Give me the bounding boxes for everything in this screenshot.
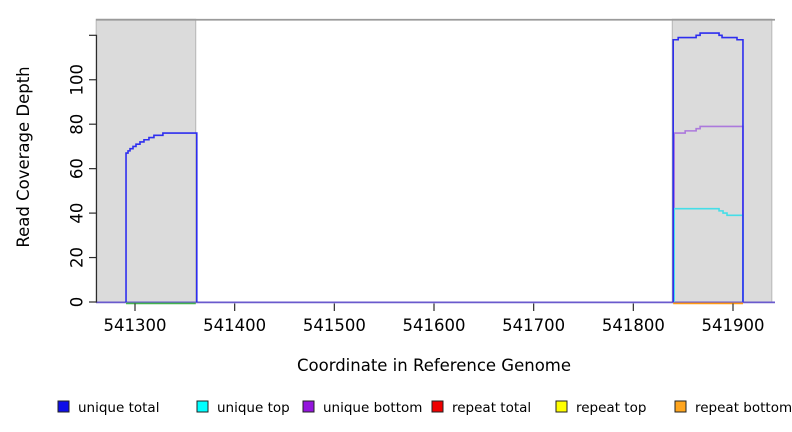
x-tick-label: 541800: [602, 316, 665, 335]
legend-swatch: [57, 400, 70, 413]
x-tick-label: 541900: [702, 316, 765, 335]
legend-label: repeat total: [452, 400, 531, 416]
y-tick-label: 0: [68, 297, 87, 308]
left-highlight-region: [95, 18, 197, 303]
series-unique-top: [673, 207, 744, 302]
x-tick-label: 541500: [303, 316, 366, 335]
legend-label: repeat top: [576, 400, 646, 416]
legend-label: unique top: [217, 400, 290, 416]
legend-swatch: [555, 400, 568, 413]
y-tick-label: 100: [68, 64, 87, 96]
y-axis-title: Read Coverage Depth: [14, 66, 33, 247]
legend-swatch: [431, 400, 444, 413]
legend-item-repeat-top: repeat top: [555, 400, 646, 416]
legend-item-repeat-bottom: repeat bottom: [674, 400, 792, 416]
legend-item-unique-top: unique top: [196, 400, 290, 416]
axes: 0 20 40 60 80 100 541300 541400 541500 541600 5417…: [68, 34, 765, 335]
series-unique-bottom: [673, 125, 744, 302]
x-axis-title: Coordinate in Reference Genome: [297, 356, 571, 375]
y-tick-label: 60: [68, 158, 87, 179]
x-tick-label: 541700: [502, 316, 565, 335]
legend-label: unique bottom: [323, 400, 422, 416]
chart-legend: unique total unique top unique bottom repea…: [57, 400, 792, 416]
legend-label: repeat bottom: [695, 400, 792, 416]
y-tick-label: 20: [68, 247, 87, 268]
legend-item-unique-bottom: unique bottom: [302, 400, 422, 416]
legend-item-repeat-total: repeat total: [431, 400, 531, 416]
y-tick-label: 40: [68, 203, 87, 224]
x-tick-label: 541400: [203, 316, 266, 335]
legend-swatch: [196, 400, 209, 413]
legend-label: unique total: [78, 400, 159, 416]
legend-swatch: [302, 400, 315, 413]
x-tick-label: 541300: [104, 316, 167, 335]
x-tick-label: 541600: [403, 316, 466, 335]
plot-area: [95, 18, 775, 305]
series-unique-total: [672, 32, 744, 302]
right-highlight-region: [671, 18, 773, 303]
y-tick-label: 80: [68, 114, 87, 135]
series-unique-total: [125, 132, 198, 302]
legend-swatch: [674, 400, 687, 413]
legend-item-unique-total: unique total: [57, 400, 159, 416]
